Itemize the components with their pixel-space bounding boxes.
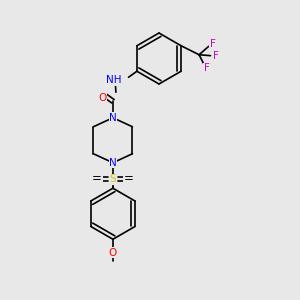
Text: N: N <box>109 158 117 168</box>
Text: N: N <box>109 113 117 123</box>
Text: O: O <box>92 174 101 184</box>
Text: F: F <box>210 39 215 49</box>
Text: O: O <box>98 93 106 103</box>
Text: =: = <box>124 172 134 185</box>
Text: F: F <box>204 63 209 73</box>
Text: NH: NH <box>106 75 122 85</box>
Text: =: = <box>92 172 102 185</box>
Text: S: S <box>110 174 116 184</box>
Text: F: F <box>213 51 218 61</box>
Text: O: O <box>125 174 134 184</box>
Text: O: O <box>109 248 117 258</box>
